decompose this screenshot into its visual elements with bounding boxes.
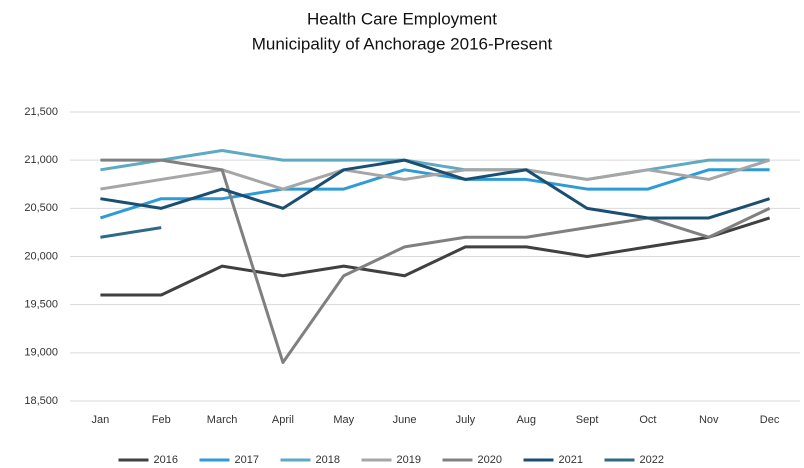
y-tick-label: 19,000 (24, 347, 58, 359)
chart-subtitle: Municipality of Anchorage 2016-Present (252, 34, 553, 53)
x-tick-label: Sept (576, 414, 599, 426)
chart-title: Health Care Employment (307, 9, 497, 28)
y-tick-label: 18,500 (24, 395, 58, 407)
legend-label: 2018 (316, 454, 340, 466)
x-tick-label: June (393, 414, 417, 426)
series-line (100, 226, 162, 239)
x-tick-label: Jan (92, 414, 110, 426)
x-tick-label: Nov (699, 414, 719, 426)
y-tick-label: 21,000 (24, 154, 58, 166)
x-tick-label: July (456, 414, 476, 426)
series-line (100, 149, 770, 181)
y-tick-label: 20,500 (24, 202, 58, 214)
series-line (100, 158, 771, 364)
x-tick-label: Dec (760, 414, 780, 426)
x-tick-label: Feb (152, 414, 171, 426)
legend-label: 2019 (397, 454, 421, 466)
legend-label: 2020 (478, 454, 502, 466)
legend-label: 2016 (154, 454, 178, 466)
y-tick-label: 19,500 (24, 299, 58, 311)
legend-label: 2021 (559, 454, 583, 466)
x-tick-label: Aug (516, 414, 536, 426)
x-tick-label: Oct (639, 414, 656, 426)
series-line (100, 216, 771, 297)
x-tick-label: March (207, 414, 238, 426)
y-tick-label: 21,500 (24, 106, 58, 118)
x-tick-label: April (272, 414, 294, 426)
y-tick-label: 20,000 (24, 250, 58, 262)
series-line (100, 158, 771, 220)
legend-label: 2022 (640, 454, 664, 466)
series-line (99, 168, 770, 220)
x-tick-label: May (333, 414, 354, 426)
series-line (100, 158, 771, 191)
legend-label: 2017 (235, 454, 259, 466)
